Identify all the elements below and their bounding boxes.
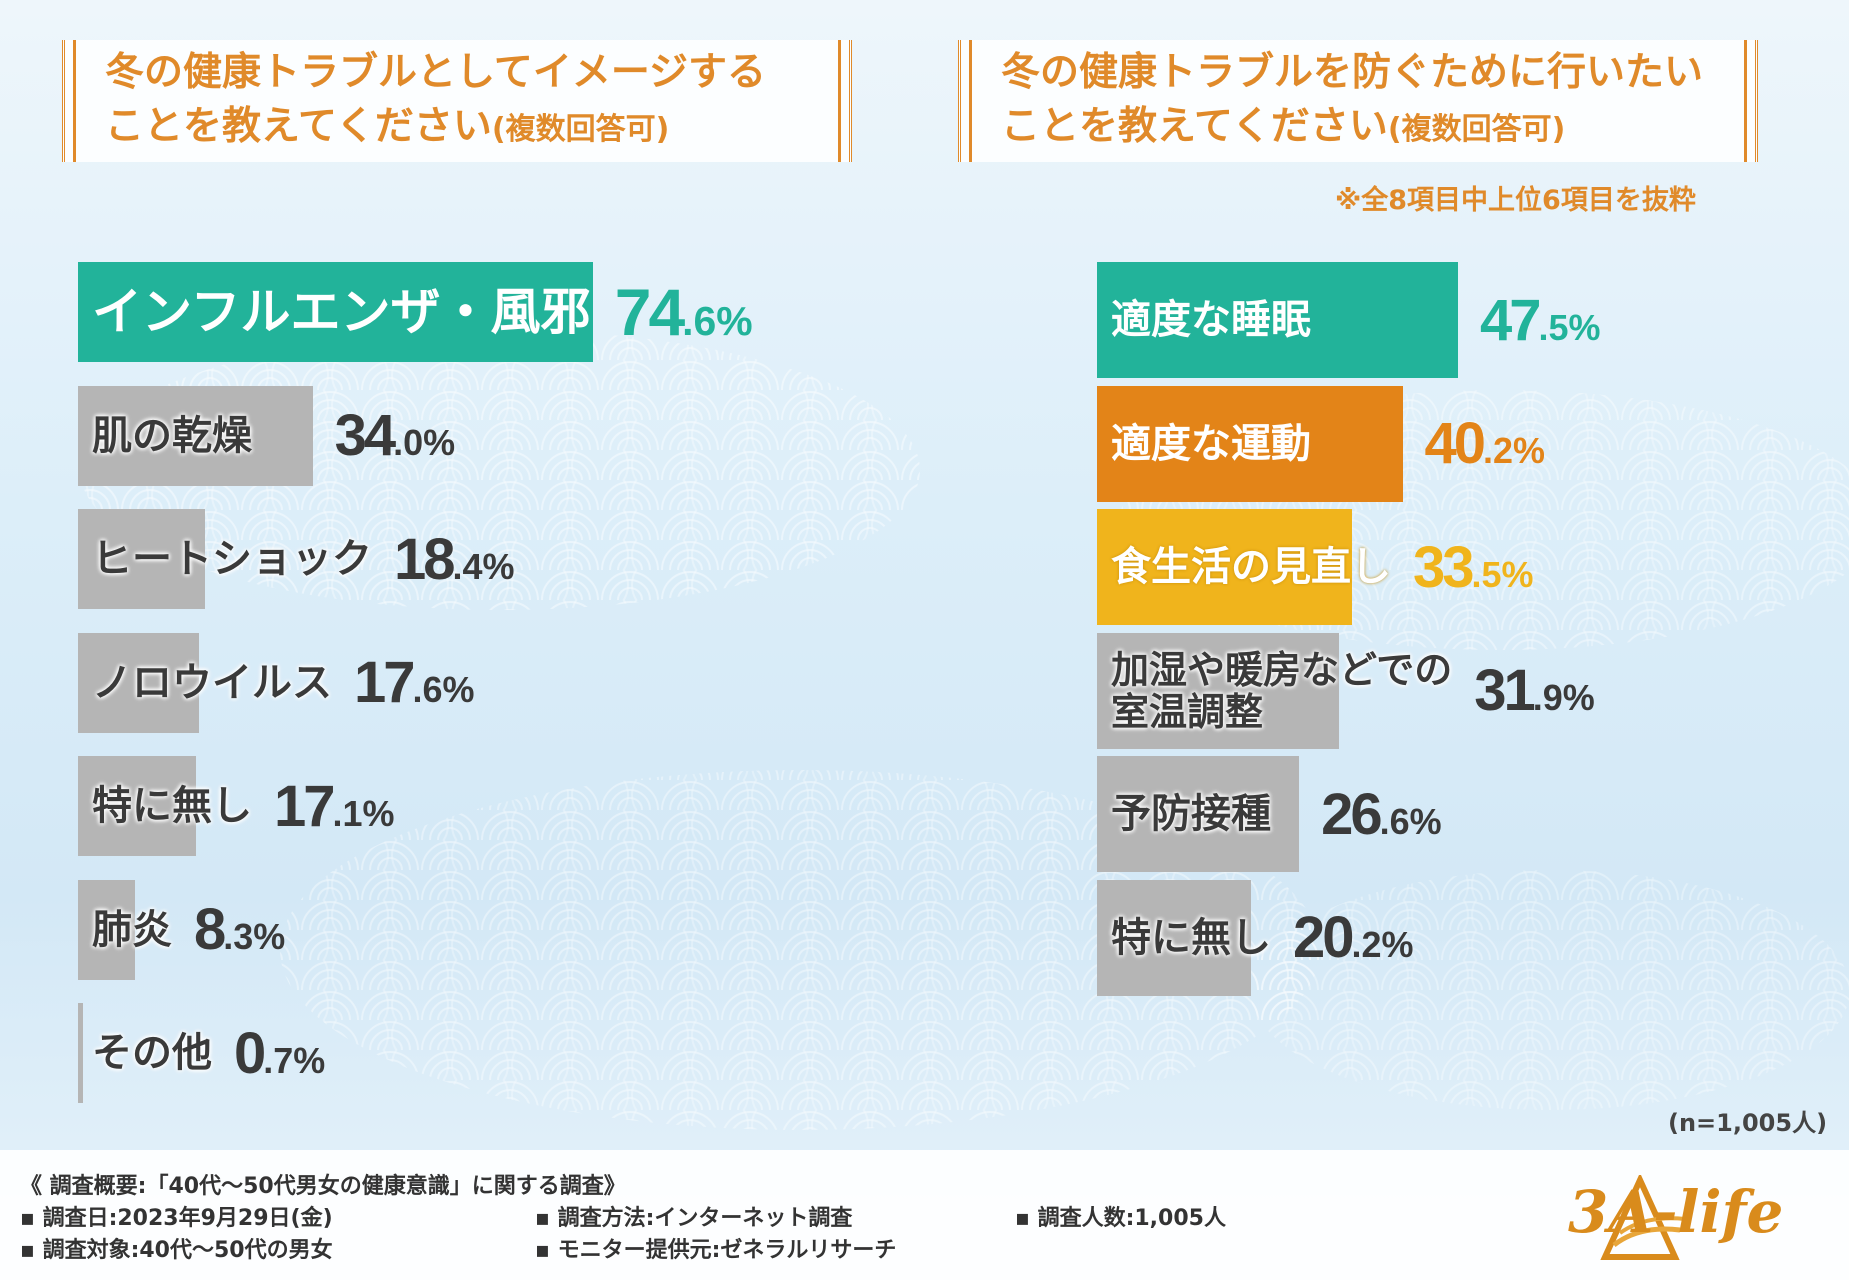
bar-value-2: 18.4% [394,526,515,592]
bar-value-3: 31.9% [1474,658,1595,724]
logo-text: 3A-life [1568,1178,1784,1246]
bar-value-4: 17.1% [274,773,395,839]
bar-label-1: 適度な運動 [1111,420,1311,467]
bar-value-5: 20.2% [1293,905,1414,971]
bar-label-3: ノロウイルス [92,659,332,706]
bar-value-3: 17.6% [354,650,475,716]
bar-1 [78,385,313,486]
footer: 《 調査概要:「40代〜50代男女の健康意識」に関する調査》 ▪ 調査日:202… [0,1150,1849,1280]
right-title-line2: ことを教えてください(複数回答可) [1001,100,1715,157]
bar-5 [1097,879,1251,996]
bar-label-2: ヒートショック [92,536,372,582]
logo-mark-icon [1600,1175,1686,1260]
left-title-line1: 冬の健康トラブルとしてイメージする [105,49,767,95]
bar-value-6: 0.7% [234,1020,326,1086]
bar-value-0: 47.5% [1480,287,1601,353]
left-title-line2-sub: (複数回答可) [491,111,670,147]
bar-value-4: 26.6% [1321,781,1442,847]
bar-label-2: 食生活の見直し [1111,544,1391,590]
left-title-line2-main: ことを教えてください [105,103,492,149]
left-title-box: 冬の健康トラブルとしてイメージする ことを教えてください(複数回答可) [62,40,852,162]
bar-0 [1097,262,1458,378]
bar-label-6: その他 [92,1030,212,1076]
right-title-box: 冬の健康トラブルを防ぐために行いたい ことを教えてください(複数回答可) [958,40,1758,162]
bar-value-1: 40.2% [1424,411,1545,477]
bar-value-0: 74.6% [614,275,753,350]
bar-label-0: インフルエンザ・風邪 [92,283,591,341]
bar-label-5: 特に無し [1111,914,1271,961]
bar-label-0: 適度な睡眠 [1111,297,1311,343]
bar-value-2: 33.5% [1413,534,1534,600]
bar-4 [78,756,196,856]
bar-4 [1097,756,1300,872]
bar-0 [78,262,593,362]
sample-size-note: (n=1,005人) [1668,1109,1828,1137]
bar-2 [1097,509,1352,625]
bar-label-3: 加湿や暖房などでの 室温調整 [1111,647,1453,734]
bar-3 [1097,632,1340,749]
left-title-line2: ことを教えてください(複数回答可) [105,100,809,157]
bar-label-5: 肺炎 [92,906,172,953]
footer-count: ▪ 調査人数:1,005人 [1015,1206,1226,1231]
right-title-line2-main: ことを教えてください [1001,103,1388,149]
footer-target: ▪ 調査対象:40代〜50代の男女 [20,1238,333,1263]
bar-label-4: 予防接種 [1111,791,1271,837]
bar-value-5: 8.3% [194,897,286,963]
bar-3 [78,632,200,733]
bar-6 [78,1003,83,1103]
right-title-line2-sub: (複数回答可) [1387,111,1566,147]
bar-value-1: 34.0% [334,403,456,469]
footer-date: ▪ 調査日:2023年9月29日(金) [20,1206,333,1231]
right-title-line1: 冬の健康トラブルを防ぐために行いたい [1001,49,1704,95]
bar-label-1: 肌の乾燥 [92,412,252,459]
bar-1 [1097,385,1403,502]
bar-label-4: 特に無し [92,783,252,829]
footer-summary: 《 調査概要:「40代〜50代男女の健康意識」に関する調査》 [20,1174,626,1199]
footer-provider: ▪ モニター提供元:ゼネラルリサーチ [535,1238,897,1263]
right-excerpt-note: ※全8項目中上位6項目を抜粋 [1335,185,1696,216]
bar-5 [78,879,136,980]
footer-method: ▪ 調査方法:インターネット調査 [535,1206,853,1231]
bar-2 [78,509,205,609]
